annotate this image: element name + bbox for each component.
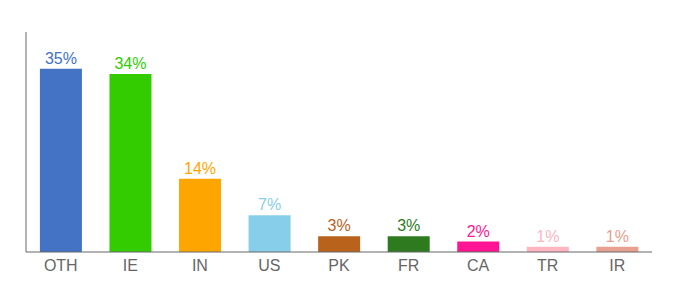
svg-text:2%: 2% [467,223,490,240]
svg-text:14%: 14% [184,160,216,177]
svg-text:US: US [258,257,280,274]
svg-text:OTH: OTH [44,257,78,274]
svg-text:34%: 34% [114,55,146,72]
svg-text:35%: 35% [45,50,77,67]
svg-text:PK: PK [328,257,350,274]
svg-text:3%: 3% [397,217,420,234]
svg-text:IN: IN [192,257,208,274]
svg-text:1%: 1% [606,228,629,245]
svg-text:IE: IE [123,257,138,274]
svg-text:TR: TR [537,257,558,274]
svg-text:FR: FR [398,257,419,274]
svg-text:7%: 7% [258,196,281,213]
svg-text:3%: 3% [328,217,351,234]
svg-text:CA: CA [467,257,490,274]
svg-text:IR: IR [609,257,625,274]
svg-text:1%: 1% [536,228,559,245]
